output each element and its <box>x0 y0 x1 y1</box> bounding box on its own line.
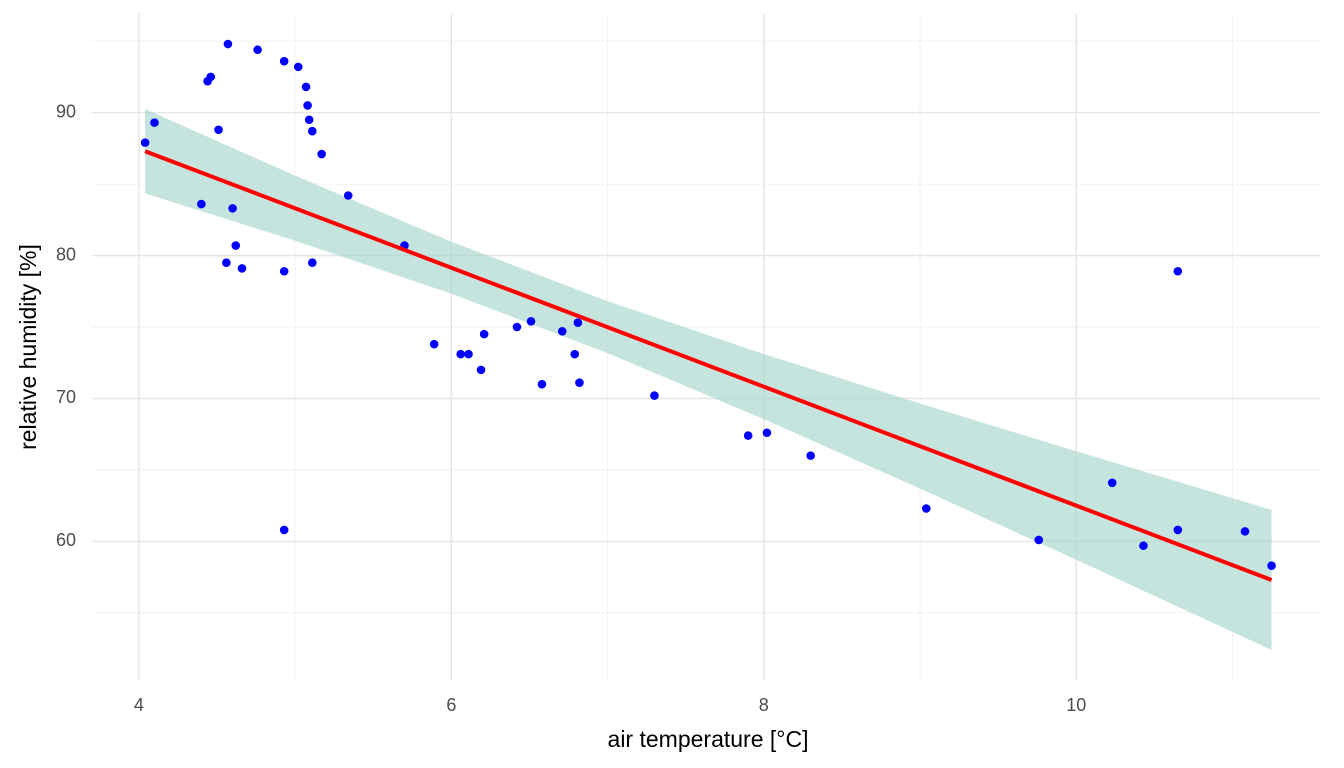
y-tick-label: 90 <box>56 101 76 121</box>
data-point <box>343 191 353 200</box>
data-point <box>921 504 931 513</box>
data-point <box>1173 525 1183 535</box>
x-tick-label: 10 <box>1066 695 1086 715</box>
data-point <box>214 125 223 135</box>
data-point <box>526 316 536 326</box>
confidence-band <box>145 109 1272 650</box>
x-tick-label: 6 <box>446 695 456 715</box>
y-axis-title: relative humidity [%] <box>15 244 41 450</box>
marks <box>140 39 1276 650</box>
data-point <box>464 349 473 359</box>
data-point <box>228 204 237 213</box>
data-point <box>307 126 317 136</box>
data-point <box>222 258 231 267</box>
data-point <box>293 62 303 72</box>
data-point <box>301 82 311 92</box>
data-point <box>303 101 312 110</box>
data-point <box>253 45 262 55</box>
data-point <box>570 349 580 359</box>
data-point <box>150 118 159 127</box>
data-point <box>762 428 772 438</box>
data-point <box>237 264 247 273</box>
data-point <box>197 199 206 209</box>
data-point <box>279 266 289 276</box>
x-axis-title: air temperature [°C] <box>608 726 809 752</box>
data-point <box>279 525 289 535</box>
data-point <box>317 149 326 159</box>
data-point <box>573 318 583 328</box>
data-point <box>650 391 659 400</box>
data-point <box>1240 527 1250 536</box>
data-point <box>231 241 241 250</box>
data-point <box>512 322 522 332</box>
y-tick-label: 70 <box>56 387 76 407</box>
data-point <box>1034 535 1044 545</box>
data-point <box>304 115 314 125</box>
data-point <box>743 431 753 440</box>
data-point <box>476 365 486 375</box>
data-point <box>279 56 289 66</box>
data-point <box>1173 266 1183 276</box>
data-point <box>1139 541 1148 550</box>
x-tick-label: 4 <box>134 695 144 715</box>
data-point <box>557 326 567 336</box>
data-point <box>806 451 815 460</box>
data-point <box>140 138 150 147</box>
regression-line <box>144 149 1273 582</box>
y-tick-label: 60 <box>56 530 76 550</box>
y-tick-label: 80 <box>56 244 76 264</box>
data-point <box>537 379 547 389</box>
data-point <box>575 378 584 388</box>
data-point <box>206 72 216 82</box>
data-point <box>456 349 466 359</box>
data-point <box>307 258 317 267</box>
x-tick-label: 8 <box>759 695 769 715</box>
data-point <box>479 329 489 339</box>
data-point <box>429 339 439 349</box>
data-point <box>223 39 233 49</box>
data-point <box>1107 478 1117 488</box>
data-point <box>1267 561 1276 570</box>
